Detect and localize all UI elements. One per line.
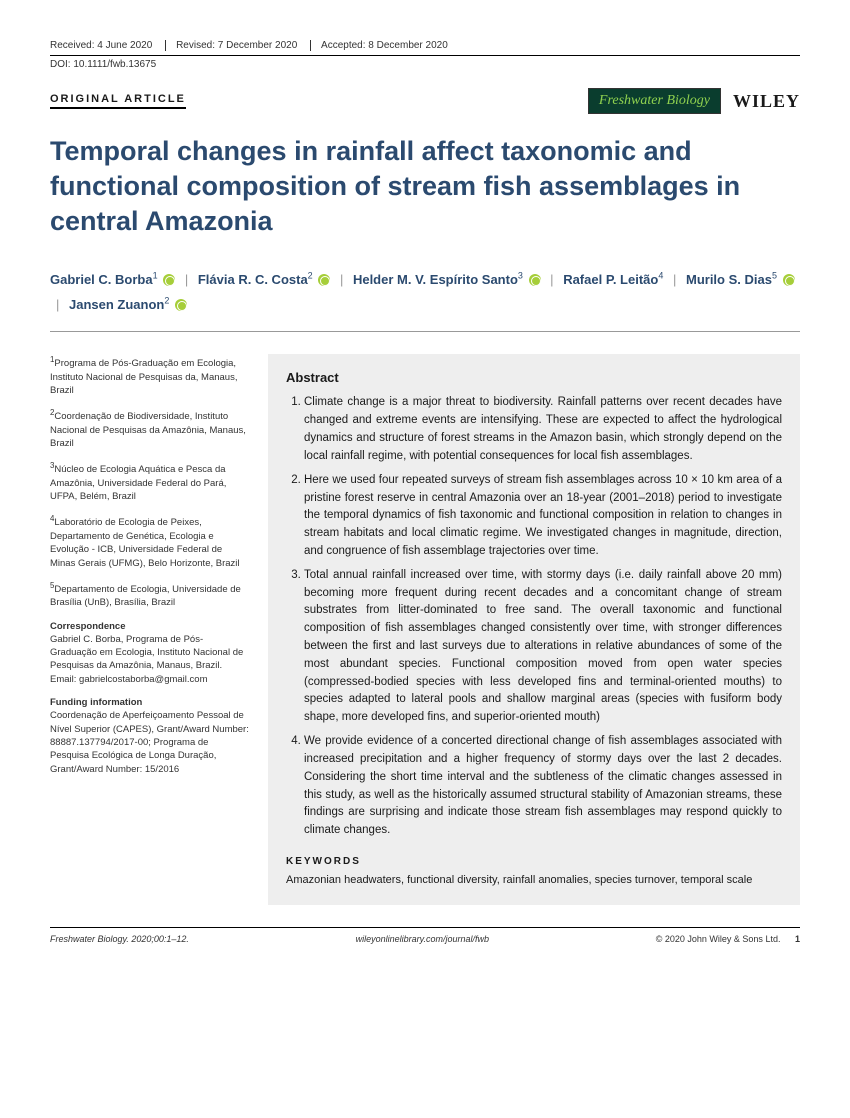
orcid-icon[interactable] [163, 274, 175, 286]
doi: DOI: 10.1111/fwb.13675 [50, 59, 800, 70]
abstract-item: Here we used four repeated surveys of st… [304, 472, 782, 561]
affiliation: 2Coordenação de Biodiversidade, Institut… [50, 407, 250, 450]
revised-date: Revised: 7 December 2020 [165, 40, 307, 51]
footer-url: wileyonlinelibrary.com/journal/fwb [356, 934, 489, 944]
submission-dates: Received: 4 June 2020 Revised: 7 Decembe… [50, 40, 800, 56]
abstract-list: Climate change is a major threat to biod… [286, 394, 782, 840]
author: Murilo S. Dias5 [686, 272, 795, 287]
author-divider: | [179, 272, 194, 287]
author: Jansen Zuanon2 [69, 297, 187, 312]
article-type: ORIGINAL ARTICLE [50, 93, 186, 109]
author: Helder M. V. Espírito Santo3 [353, 272, 541, 287]
journal-badge: Freshwater Biology [588, 88, 721, 114]
author-divider: | [50, 297, 65, 312]
abstract-item: Total annual rainfall increased over tim… [304, 567, 782, 727]
funding-body: Coordenação de Aperfeiçoamento Pessoal d… [50, 710, 249, 774]
abstract-item: We provide evidence of a concerted direc… [304, 733, 782, 840]
orcid-icon[interactable] [783, 274, 795, 286]
affiliation: 3Núcleo de Ecologia Aquática e Pesca da … [50, 460, 250, 503]
correspondence-head: Correspondence [50, 621, 126, 632]
article-title: Temporal changes in rainfall affect taxo… [50, 134, 800, 239]
accepted-date: Accepted: 8 December 2020 [310, 40, 458, 51]
orcid-icon[interactable] [529, 274, 541, 286]
correspondence-body: Gabriel C. Borba, Programa de Pós-Gradua… [50, 634, 243, 685]
sidebar-metadata: 1Programa de Pós-Graduação em Ecologia, … [50, 354, 250, 905]
footer-copyright: © 2020 John Wiley & Sons Ltd. [656, 934, 781, 944]
orcid-icon[interactable] [318, 274, 330, 286]
keywords-head: KEYWORDS [286, 854, 782, 870]
publisher-badge: WILEY [733, 91, 800, 112]
abstract-head: Abstract [286, 368, 782, 388]
page-footer: Freshwater Biology. 2020;00:1–12. wileyo… [50, 927, 800, 944]
author-divider: | [667, 272, 682, 287]
affiliation: 5Departamento de Ecologia, Universidade … [50, 580, 250, 610]
keywords: Amazonian headwaters, functional diversi… [286, 873, 782, 888]
author: Rafael P. Leitão4 [563, 272, 663, 287]
author: Gabriel C. Borba1 [50, 272, 175, 287]
footer-citation: Freshwater Biology. 2020;00:1–12. [50, 934, 189, 944]
received-date: Received: 4 June 2020 [50, 40, 162, 51]
abstract-box: Abstract Climate change is a major threa… [268, 354, 800, 905]
author-list: Gabriel C. Borba1 | Flávia R. C. Costa2 … [50, 267, 800, 332]
author-divider: | [544, 272, 559, 287]
orcid-icon[interactable] [175, 299, 187, 311]
page-number: 1 [783, 934, 800, 944]
abstract-item: Climate change is a major threat to biod… [304, 394, 782, 465]
affiliation: 4Laboratório de Ecologia de Peixes, Depa… [50, 513, 250, 569]
author: Flávia R. C. Costa2 [198, 272, 330, 287]
badge-row: ORIGINAL ARTICLE Freshwater Biology WILE… [50, 88, 800, 114]
author-divider: | [334, 272, 349, 287]
affiliation: 1Programa de Pós-Graduação em Ecologia, … [50, 354, 250, 397]
funding-head: Funding information [50, 697, 142, 708]
